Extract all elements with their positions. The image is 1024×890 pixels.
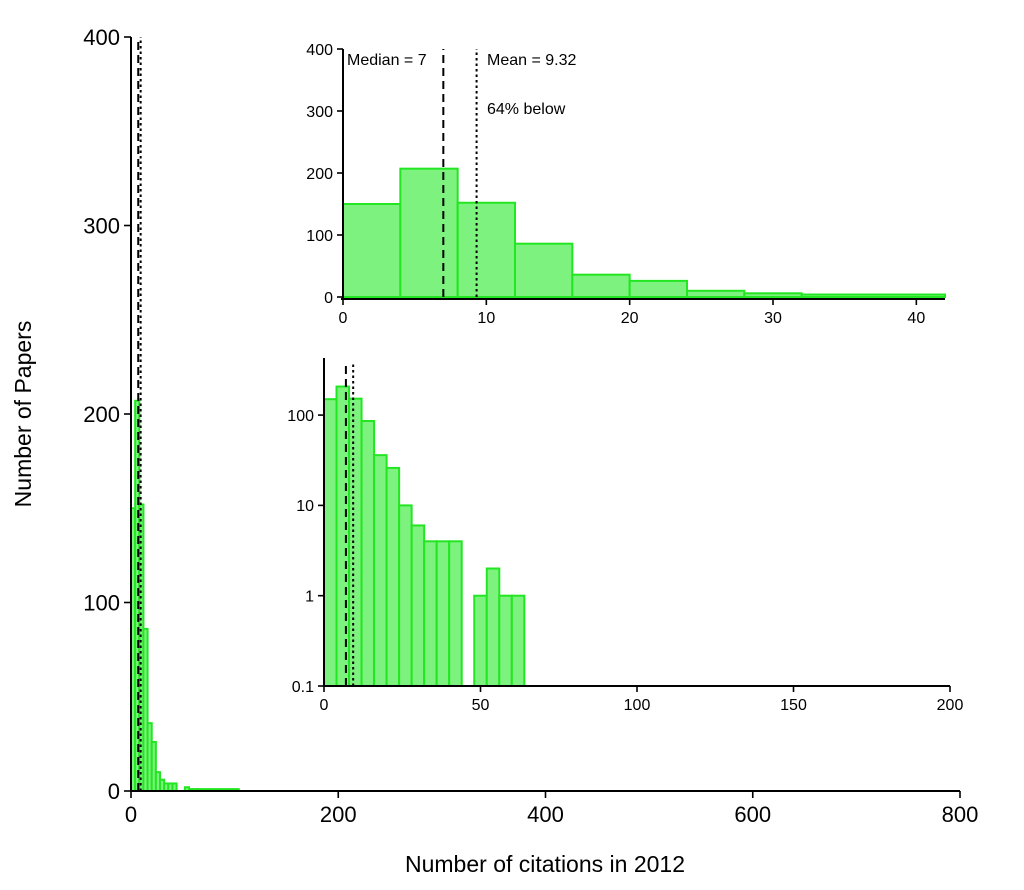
- histogram-bar: [435, 540, 451, 688]
- histogram-bar: [473, 594, 488, 688]
- x-tick-label: 30: [764, 310, 782, 327]
- inset-log-histogram-panel: 0 50 100 150 200 0.1 1 10 100: [287, 358, 963, 714]
- histogram-bar: [448, 540, 463, 688]
- x-tick-label: 0: [320, 697, 329, 714]
- histogram-bar: [410, 524, 426, 688]
- histogram-bar: [373, 454, 388, 687]
- x-tick-label: 40: [907, 310, 925, 327]
- histogram-bar: [342, 203, 402, 298]
- x-tick-label: 150: [780, 697, 807, 714]
- x-tick-label: 10: [477, 310, 495, 327]
- histogram-bar: [398, 504, 413, 688]
- percent-below-annotation: 64% below: [487, 101, 566, 118]
- y-axis-label: Number of Papers: [10, 321, 36, 508]
- x-tick-label: 50: [472, 697, 490, 714]
- histogram-bar: [514, 242, 574, 298]
- histogram-bar: [485, 567, 501, 688]
- histogram-bar: [360, 420, 376, 687]
- y-tick-label: 0: [324, 290, 333, 307]
- y-tick-label: 10: [296, 498, 314, 515]
- x-tick-label: 100: [624, 697, 651, 714]
- y-tick-label: 0: [108, 779, 120, 804]
- histogram-bar: [628, 279, 689, 299]
- median-annotation: Median = 7: [347, 52, 427, 69]
- x-tick-label: 0: [339, 310, 348, 327]
- y-tick-label: 100: [287, 408, 314, 425]
- y-tick-label: 400: [306, 42, 333, 59]
- y-tick-label: 300: [83, 213, 120, 238]
- histogram-bar: [456, 201, 516, 298]
- y-tick-label: 100: [306, 228, 333, 245]
- y-tick-label: 200: [306, 166, 333, 183]
- y-tick-label: 300: [306, 104, 333, 121]
- histogram-bar: [348, 397, 363, 687]
- histogram-bar: [743, 292, 803, 298]
- histogram-bar: [510, 594, 526, 688]
- x-axis-label: Number of citations in 2012: [405, 851, 685, 877]
- histogram-bar: [323, 398, 338, 687]
- histogram-bar: [686, 289, 746, 298]
- x-tick-label: 200: [320, 802, 357, 827]
- y-tick-label: 100: [83, 590, 120, 615]
- x-tick-label: 200: [937, 697, 964, 714]
- x-tick-label: 600: [734, 802, 771, 827]
- histogram-bar: [385, 466, 401, 688]
- histogram-bar: [571, 273, 631, 298]
- y-tick-label: 400: [83, 25, 120, 50]
- histogram-bar: [423, 540, 438, 688]
- histogram-bar: [399, 167, 459, 298]
- y-tick-label: 0.1: [292, 679, 314, 696]
- histogram-bar: [498, 594, 513, 688]
- y-tick-label: 1: [305, 588, 314, 605]
- histogram-bar: [800, 293, 947, 298]
- x-tick-label: 20: [621, 310, 639, 327]
- mean-annotation: Mean = 9.32: [487, 52, 577, 69]
- x-tick-label: 800: [942, 802, 979, 827]
- x-tick-label: 0: [125, 802, 137, 827]
- y-tick-label: 200: [83, 402, 120, 427]
- histogram-bar: [171, 782, 178, 793]
- x-tick-label: 400: [527, 802, 564, 827]
- histogram-bar: [335, 385, 351, 687]
